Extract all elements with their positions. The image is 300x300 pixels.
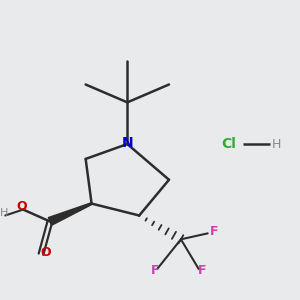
Text: H: H: [272, 137, 281, 151]
Polygon shape: [48, 203, 92, 225]
Text: F: F: [198, 264, 207, 277]
Text: N: N: [122, 136, 133, 150]
Text: Cl: Cl: [221, 137, 236, 151]
Text: H: H: [0, 208, 8, 218]
Text: F: F: [210, 225, 218, 239]
Text: O: O: [40, 246, 51, 259]
Text: F: F: [151, 264, 159, 277]
Text: O: O: [16, 200, 27, 213]
